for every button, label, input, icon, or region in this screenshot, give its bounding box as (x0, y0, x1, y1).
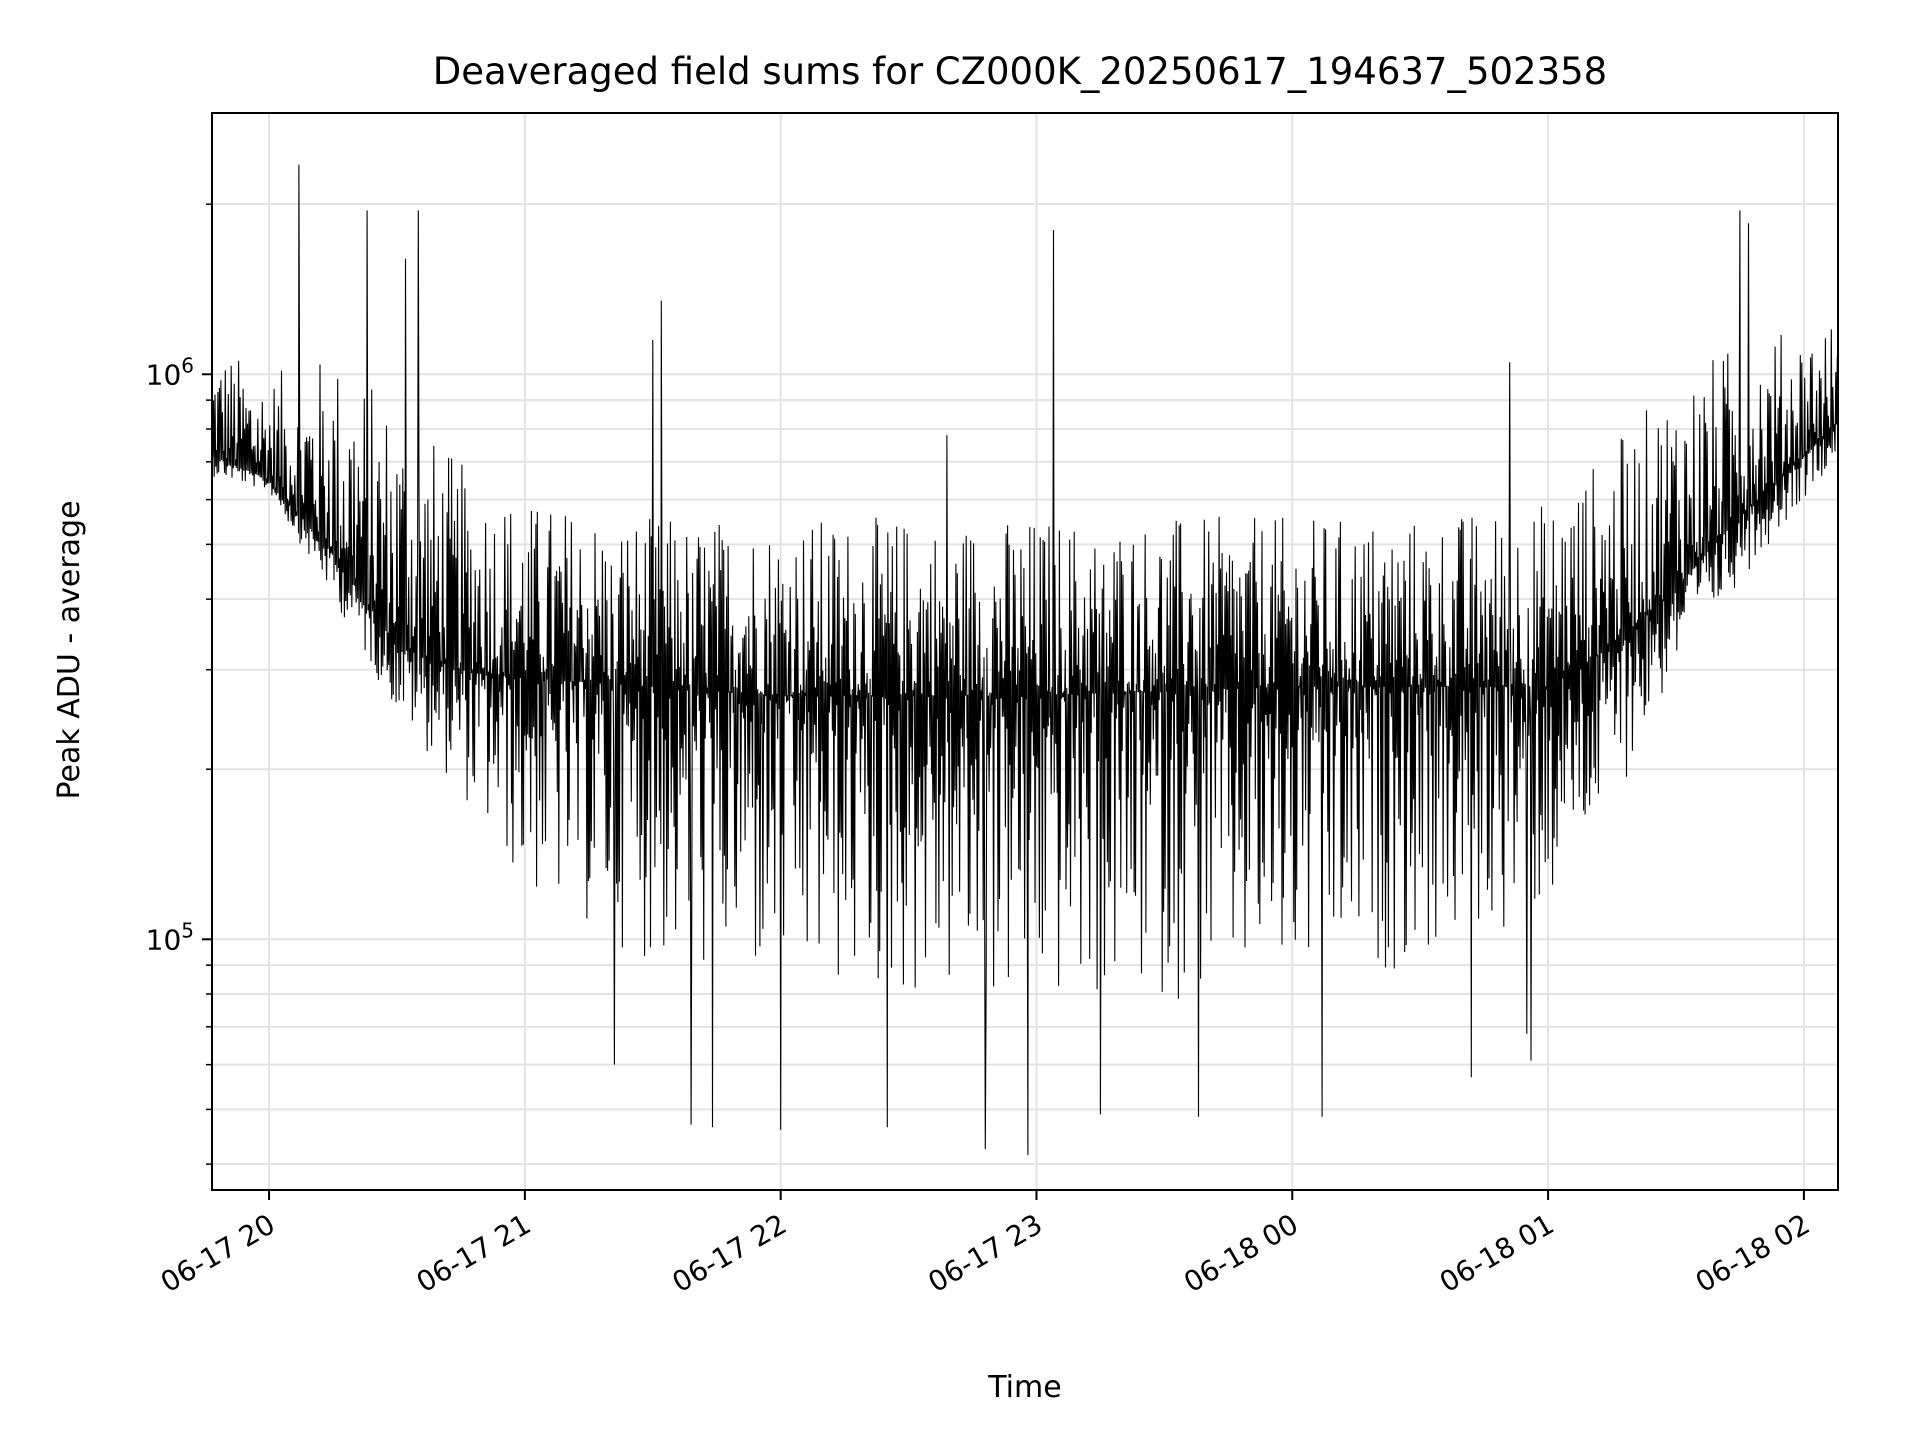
y-tick-label: 106 (146, 353, 194, 391)
y-tick-label: 105 (146, 918, 194, 956)
x-axis-label: Time (987, 1370, 1061, 1405)
data-series (211, 164, 1839, 1156)
chart-title: Deaveraged field sums for CZ000K_2025061… (433, 50, 1607, 93)
y-axis-label: Peak ADU - average (52, 500, 87, 799)
plot-frame (211, 112, 1839, 1191)
series-line (211, 164, 1839, 1156)
